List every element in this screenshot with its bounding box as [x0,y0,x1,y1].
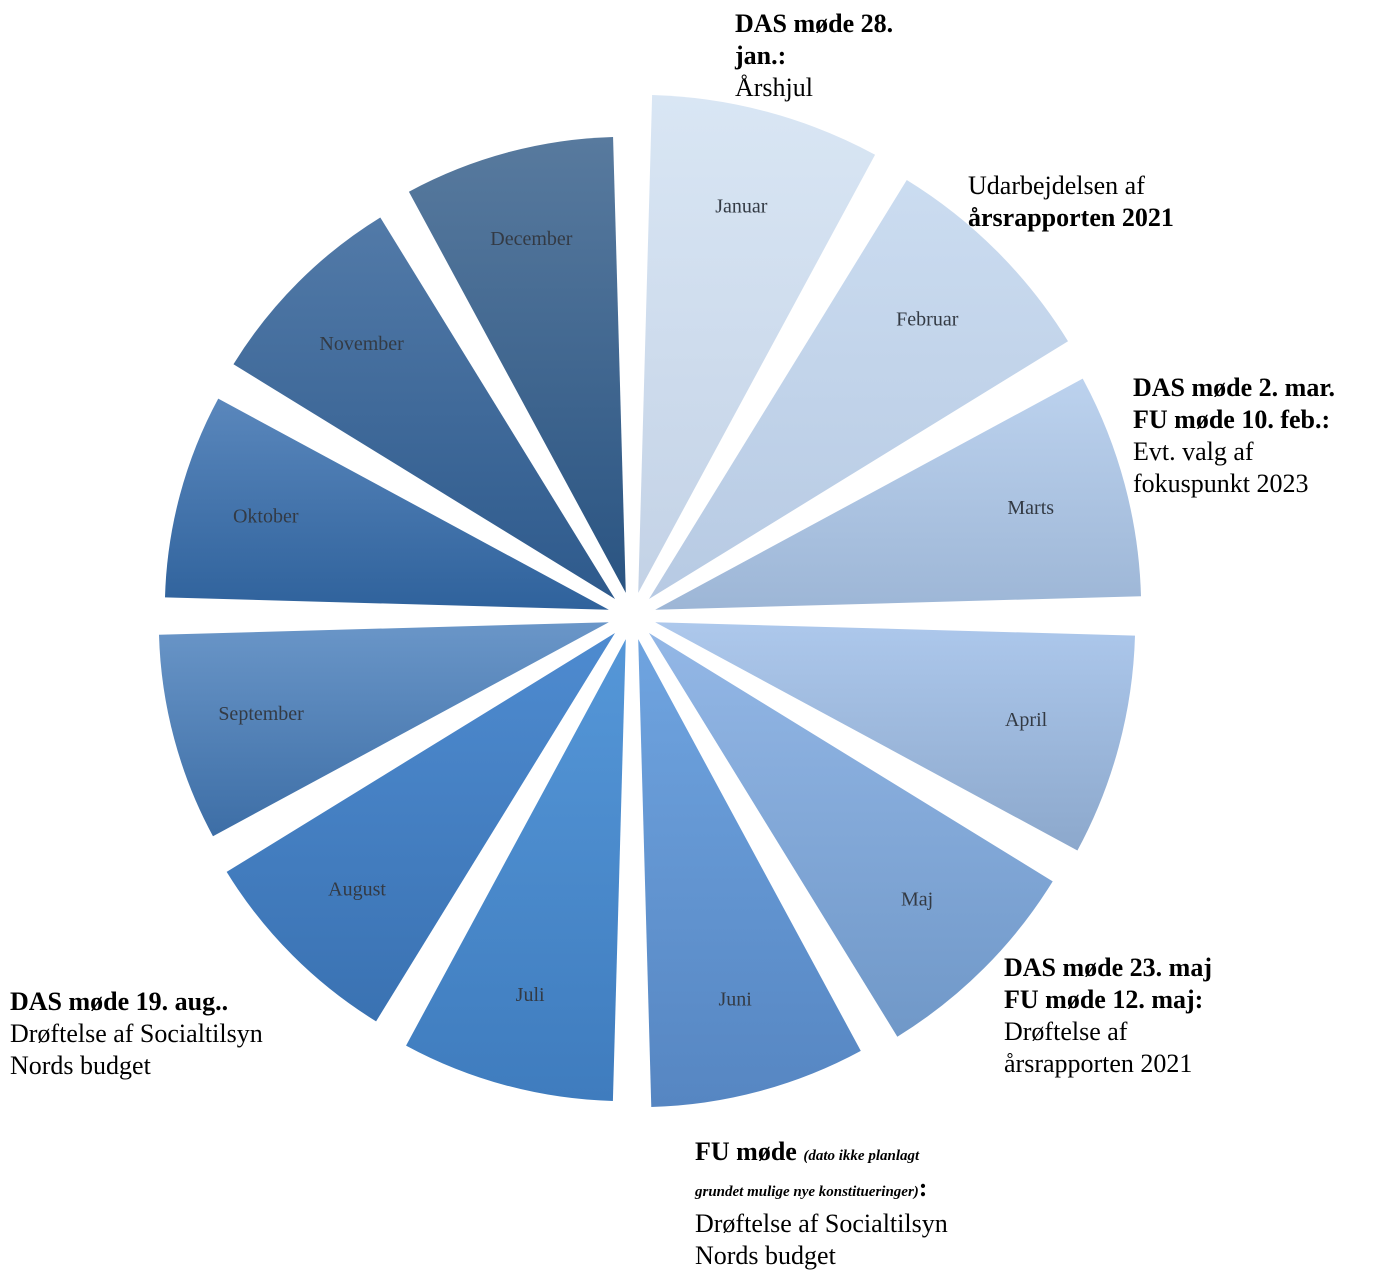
wheel-segment-oktober [164,398,609,610]
note-januar: DAS møde 28. jan.: Årshjul [735,8,893,104]
note-juni-text2: Nords budget [695,1241,836,1270]
wheel-segment-juni [638,639,861,1107]
note-maj-das: DAS møde 23. maj [1004,953,1212,982]
wheel-label-juni: Juni [718,988,752,1010]
note-januar-text: Årshjul [735,73,813,102]
wheel-segment-januar [638,95,876,593]
note-juni-header: FU møde (dato ikke planlagt [695,1136,948,1172]
note-juni: FU møde (dato ikke planlagt grundet muli… [695,1136,948,1272]
wheel-label-august: August [328,879,386,901]
wheel-segment-marts [655,378,1141,610]
note-juni-text1: Drøftelse af Socialtilsyn [695,1209,948,1238]
note-januar-meeting: DAS møde 28. [735,9,894,38]
note-marts-text2: fokuspunkt 2023 [1133,469,1309,498]
wheel-segment-december [408,136,626,593]
wheel-segment-november [233,217,616,600]
note-marts-text1: Evt. valg af [1133,437,1254,466]
note-juni-bold: FU møde [695,1137,797,1166]
note-marts: DAS møde 2. mar. FU møde 10. feb.: Evt. … [1133,372,1335,500]
wheel-label-december: December [490,228,573,250]
note-maj-text1: Drøftelse af [1004,1017,1128,1046]
note-februar-text: Udarbejdelsen af [968,171,1145,200]
note-august-text2: Nords budget [10,1051,151,1080]
wheel-label-september: September [218,703,304,725]
wheel-label-januar: Januar [715,196,768,218]
wheel-segment-juli [406,639,626,1102]
wheel-label-februar: Februar [896,308,959,330]
note-maj: DAS møde 23. maj FU møde 12. maj: Drøfte… [1004,952,1212,1080]
wheel-label-april: April [1005,709,1048,731]
note-juni-colon: : [918,1173,928,1202]
wheel-label-juli: Juli [516,984,545,1006]
note-august-das: DAS møde 19. aug.. [10,987,229,1016]
note-marts-fu: FU møde 10. feb.: [1133,405,1331,434]
note-juni-line2: grundet mulige nye konstitueringer): [695,1172,948,1208]
wheel-segment-august [226,632,616,1022]
note-januar-date: jan.: [735,41,787,70]
note-februar-bold: årsrapporten 2021 [968,203,1174,232]
wheel-label-marts: Marts [1007,497,1054,519]
note-marts-das: DAS møde 2. mar. [1133,373,1335,402]
note-juni-small2: grundet mulige nye konstitueringer) [695,1184,919,1200]
note-august-text1: Drøftelse af Socialtilsyn [10,1019,263,1048]
wheel-segment-september [158,622,609,837]
wheel-label-oktober: Oktober [233,505,299,527]
note-august: DAS møde 19. aug.. Drøftelse af Socialti… [10,986,263,1082]
note-maj-fu: FU møde 12. maj: [1004,985,1204,1014]
wheel-segment-april [655,622,1135,851]
note-juni-small1: (dato ikke planlagt [803,1148,920,1164]
wheel-label-maj: Maj [901,889,933,911]
note-februar: Udarbejdelsen af årsrapporten 2021 [968,170,1174,234]
note-maj-text2: årsrapporten 2021 [1004,1049,1193,1078]
wheel-segment-februar [648,179,1069,600]
wheel-segment-maj [648,632,1053,1037]
wheel-label-november: November [319,333,404,355]
